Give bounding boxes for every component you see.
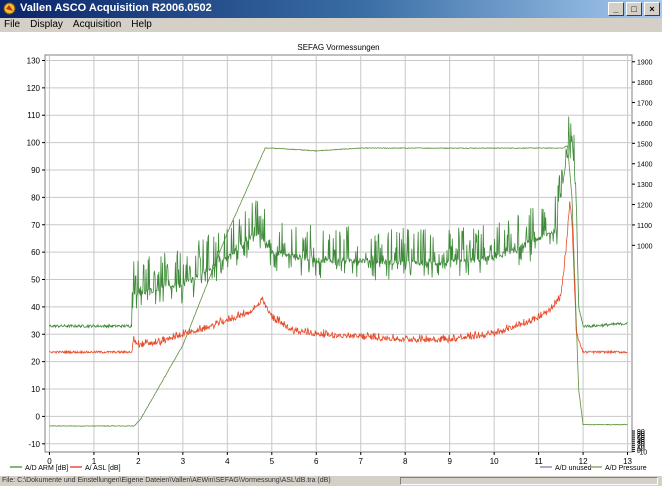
y-tick-label: 130 bbox=[27, 56, 41, 65]
x-tick-label: 7 bbox=[359, 457, 364, 466]
y2-tick-label: 1700 bbox=[637, 101, 653, 108]
y2-tick-label: 50 bbox=[637, 437, 645, 444]
menu-help[interactable]: Help bbox=[131, 19, 152, 30]
x-tick-label: 1 bbox=[92, 457, 97, 466]
y2-tick-label: 1000 bbox=[637, 243, 653, 250]
series-line-0 bbox=[49, 145, 628, 427]
x-tick-label: 10 bbox=[490, 457, 499, 466]
y2-tick-label: 1900 bbox=[637, 60, 653, 67]
y2-tick-label: 10 bbox=[637, 445, 645, 452]
y2-tick-label: 1300 bbox=[637, 182, 653, 189]
x-tick-label: 4 bbox=[225, 457, 230, 466]
x-tick-label: 11 bbox=[534, 457, 543, 466]
line-chart[interactable]: SEFAG Vormessungen-100102030405060708090… bbox=[0, 32, 662, 476]
legend-label: A/D Pressure bbox=[605, 465, 647, 472]
x-tick-label: 13 bbox=[623, 457, 632, 466]
y2-tick-label: 0 bbox=[637, 447, 641, 454]
y-tick-label: 60 bbox=[31, 248, 40, 257]
status-panel bbox=[400, 477, 658, 485]
series-line-2 bbox=[49, 201, 628, 355]
legend-label: A/D unused bbox=[555, 465, 592, 472]
menu-bar: File Display Acquisition Help bbox=[0, 18, 662, 32]
window-title: Vallen ASCO Acquisition R2006.0502 bbox=[20, 2, 212, 14]
y2-tick-label: 90 bbox=[637, 429, 645, 436]
chart-title: SEFAG Vormessungen bbox=[297, 43, 379, 52]
y-tick-label: -10 bbox=[28, 440, 40, 449]
x-tick-label: 3 bbox=[181, 457, 186, 466]
y2-tick-label: 70 bbox=[637, 433, 645, 440]
status-file-path: File: C:\Dokumente und Einstellungen\Eig… bbox=[2, 477, 331, 484]
y2-tick-label: 80 bbox=[637, 431, 645, 438]
y2-tick-label: 60 bbox=[637, 435, 645, 442]
y2-tick-label: 20 bbox=[637, 443, 645, 450]
y-tick-label: 70 bbox=[31, 221, 40, 230]
status-bar: File: C:\Dokumente und Einstellungen\Eig… bbox=[0, 476, 662, 486]
y2-tick-label: 1200 bbox=[637, 203, 653, 210]
y-tick-label: 110 bbox=[27, 111, 40, 120]
y2-tick-label: 40 bbox=[637, 439, 645, 446]
y-tick-label: 100 bbox=[27, 139, 41, 148]
chart-area: SEFAG Vormessungen -10 0 10 20 30 40 50 60 70 80 90… bbox=[0, 32, 662, 476]
x-tick-label: 5 bbox=[270, 457, 275, 466]
x-tick-label: 9 bbox=[447, 457, 452, 466]
y-tick-label: 120 bbox=[27, 84, 41, 93]
menu-acquisition[interactable]: Acquisition bbox=[72, 19, 122, 30]
y-tick-label: 40 bbox=[31, 303, 40, 312]
legend-label: A/ ASL [dB] bbox=[85, 465, 121, 472]
y2-tick-label: 30 bbox=[637, 441, 645, 448]
x-tick-label: 12 bbox=[579, 457, 588, 466]
y-tick-label: 50 bbox=[31, 276, 40, 285]
x-tick-label: 2 bbox=[136, 457, 141, 466]
y2-tick-label: 1600 bbox=[637, 121, 653, 128]
x-tick-label: 6 bbox=[314, 457, 319, 466]
y-tick-label: 90 bbox=[31, 166, 40, 175]
minimize-button[interactable]: _ bbox=[608, 2, 624, 16]
menu-file[interactable]: File bbox=[4, 19, 21, 30]
legend-label: A/D ARM [dB] bbox=[25, 465, 68, 472]
maximize-button[interactable]: □ bbox=[626, 2, 642, 16]
close-button[interactable]: × bbox=[644, 2, 660, 16]
y-tick-label: 30 bbox=[31, 330, 40, 339]
title-bar: Vallen ASCO Acquisition R2006.0502 _ □ × bbox=[0, 0, 662, 18]
y-tick-label: 0 bbox=[36, 412, 41, 421]
x-tick-label: 8 bbox=[403, 457, 408, 466]
x-tick-label: 0 bbox=[47, 457, 52, 466]
y-tick-label: 20 bbox=[31, 358, 40, 367]
y2-tick-label: -10 bbox=[637, 449, 647, 456]
y-tick-label: 80 bbox=[31, 193, 40, 202]
series-line-1 bbox=[49, 116, 628, 329]
menu-display[interactable]: Display bbox=[30, 19, 63, 30]
y-tick-label: 10 bbox=[31, 385, 40, 394]
y2-tick-label: 1400 bbox=[637, 162, 653, 169]
app-logo-icon bbox=[3, 2, 16, 15]
plot-frame bbox=[44, 54, 633, 453]
y2-tick-label: 1100 bbox=[637, 223, 652, 230]
y2-tick-label: 1500 bbox=[637, 141, 653, 148]
y2-tick-label: 1800 bbox=[637, 80, 653, 87]
